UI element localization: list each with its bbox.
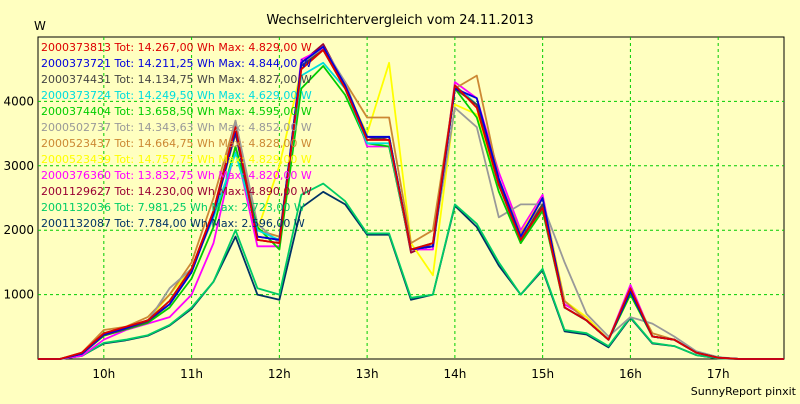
legend-entry-2000523439: 2000523439 Tot: 14.757,75 Wh Max: 4.829,… [41, 153, 312, 166]
legend-entry-2000502737: 2000502737 Tot: 14.343,63 Wh Max: 4.852,… [41, 121, 312, 134]
legend-entry-2000523437: 2000523437 Tot: 14.664,75 Wh Max: 4.828,… [41, 137, 312, 150]
legend-entry-2000374431: 2000374431 Tot: 14.134,75 Wh Max: 4.827,… [41, 73, 312, 86]
x-tick-label: 12h [268, 367, 291, 381]
legend-entry-2001132036: 2001132036 Tot: 7.981,25 Wh Max: 2.723,0… [41, 201, 305, 214]
x-tick-label: 13h [356, 367, 379, 381]
legend-entry-2000373721: 2000373721 Tot: 14.211,25 Wh Max: 4.844,… [41, 57, 312, 70]
grid-layer [38, 37, 784, 359]
tick-layer: 1000 2000 3000 4000 10h 11h 12h 13h 14h 15h 16h 17h [3, 94, 729, 381]
chart-title: Wechselrichtervergleich vom 24.11.2013 [266, 13, 533, 28]
y-tick-label: 1000 [3, 288, 34, 302]
series-line-2000523437 [38, 49, 784, 360]
series-line-2001132036 [38, 182, 784, 360]
x-tick-label: 11h [180, 367, 203, 381]
legend: 2000373813 Tot: 14.267,00 Wh Max: 4.829,… [41, 41, 312, 230]
x-tick-label: 17h [707, 367, 730, 381]
chart-credit: SunnyReport pinxit [691, 385, 797, 398]
series-layer [38, 43, 784, 360]
x-tick-label: 14h [443, 367, 466, 381]
y-tick-label: 3000 [3, 159, 34, 173]
y-tick-label: 4000 [3, 94, 34, 108]
x-tick-label: 16h [619, 367, 642, 381]
legend-entry-2000373724: 2000373724 Tot: 14.249,50 Wh Max: 4.629,… [41, 89, 312, 102]
legend-entry-2000373813: 2000373813 Tot: 14.267,00 Wh Max: 4.829,… [41, 41, 312, 54]
x-tick-label: 15h [531, 367, 554, 381]
legend-entry-2001129627: 2001129627 Tot: 14.230,00 Wh Max: 4.890,… [41, 185, 312, 198]
legend-entry-2000376360: 2000376360 Tot: 13.832,75 Wh Max: 4.820,… [41, 169, 312, 182]
plot-area [37, 36, 785, 360]
y-tick-label: 2000 [3, 223, 34, 237]
legend-entry-2001132087: 2001132087 Tot: 7.784,00 Wh Max: 2.596,0… [41, 217, 305, 230]
y-axis-unit: W [34, 19, 46, 33]
legend-entry-2000374404: 2000374404 Tot: 13.658,50 Wh Max: 4.595,… [41, 105, 312, 118]
x-tick-label: 10h [92, 367, 115, 381]
series-line-2000373813 [38, 49, 784, 360]
